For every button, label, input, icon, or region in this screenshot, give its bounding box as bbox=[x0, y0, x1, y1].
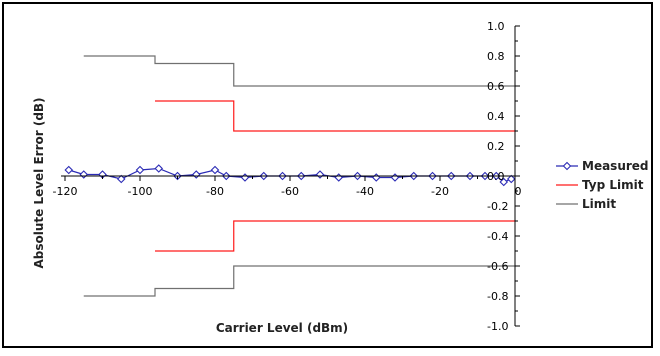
x-tick-label: -120 bbox=[53, 185, 78, 198]
series-1-line-0 bbox=[155, 100, 515, 132]
measured-point bbox=[116, 174, 126, 184]
legend-label-0: Measured bbox=[582, 159, 649, 173]
y-tick-label: -0.4 bbox=[487, 230, 508, 243]
series-1-line-1 bbox=[155, 220, 515, 252]
legend-label-1: Typ Limit bbox=[582, 178, 644, 192]
y-axis-title: Absolute Level Error (dB) bbox=[32, 97, 46, 268]
y-tick-label: 1.0 bbox=[487, 20, 505, 33]
y-tick-label: 0.4 bbox=[487, 110, 505, 123]
legend: Measured Typ Limit Limit bbox=[556, 159, 649, 211]
y-tick-label: -0.2 bbox=[487, 200, 508, 213]
y-tick-label: -1.0 bbox=[487, 320, 508, 333]
measured-point bbox=[499, 177, 509, 187]
measured-point bbox=[390, 173, 400, 182]
x-axis-title: Carrier Level (dBm) bbox=[216, 321, 348, 335]
measured-point bbox=[240, 173, 250, 182]
measured-point bbox=[371, 173, 381, 182]
measured-point bbox=[210, 165, 220, 175]
measured-point bbox=[154, 164, 164, 173]
y-tick-label: -0.8 bbox=[487, 290, 508, 303]
x-tick-label: -60 bbox=[281, 185, 299, 198]
measured-point bbox=[334, 173, 344, 182]
measured-point bbox=[135, 165, 145, 175]
measured-point bbox=[506, 174, 516, 184]
measured-point bbox=[191, 170, 201, 179]
y-tick-label: 0.8 bbox=[487, 50, 505, 63]
y-tick-label: 0.2 bbox=[487, 140, 505, 153]
chart-frame bbox=[2, 2, 653, 348]
measured-point bbox=[64, 165, 74, 175]
series-2-line-0 bbox=[83, 55, 515, 87]
y-tick-label: 0.0 bbox=[487, 170, 505, 183]
axes: -120-100-80-60-40-2001.00.80.60.40.20.0-… bbox=[53, 20, 522, 333]
measured-point bbox=[315, 170, 325, 179]
legend-label-2: Limit bbox=[582, 197, 616, 211]
series-2-line-1 bbox=[83, 265, 515, 297]
y-tick-label: -0.6 bbox=[487, 260, 508, 273]
measured-point bbox=[79, 170, 89, 179]
legend-marker-0 bbox=[562, 161, 572, 171]
x-tick-label: -100 bbox=[128, 185, 153, 198]
x-tick-label: -40 bbox=[356, 185, 374, 198]
x-tick-label: -20 bbox=[431, 185, 449, 198]
x-tick-label: -80 bbox=[206, 185, 224, 198]
y-tick-label: 0.6 bbox=[487, 80, 505, 93]
